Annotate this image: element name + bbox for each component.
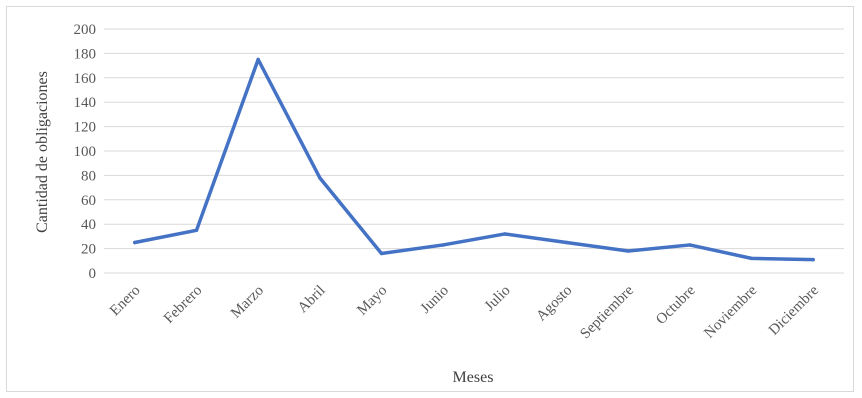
x-tick-label: Enero [107,283,144,320]
x-tick-label: Abril [295,283,329,317]
data-point [564,240,569,245]
x-axis-title: Meses [453,369,494,386]
y-axis-title: Cantidad de obligaciones [34,71,51,233]
x-tick-labels: Enero Febrero Marzo Abril Mayo Junio Julio Agos… [107,282,822,342]
x-tick-label: Julio [482,283,514,315]
y-tick-label: 20 [81,242,96,258]
x-tick-label: Marzo [228,283,267,322]
x-tick-label: Agosto [533,283,575,325]
y-tick-label: 0 [89,266,97,282]
x-tick-label: Octubre [653,282,699,328]
y-tick-label: 120 [74,120,97,136]
data-point [194,228,199,233]
data-point [441,243,445,247]
data-point [133,240,137,245]
data-point [256,57,260,62]
data-point [503,232,507,236]
y-tick-labels: 0 20 40 60 80 100 120 140 160 180 200 [74,22,97,282]
series-line [133,57,815,262]
y-tick-label: 140 [74,95,97,111]
y-tick-label: 100 [74,144,97,160]
gridlines [104,28,844,274]
x-tick-label: Septiembre [577,282,637,342]
series-layer [133,57,815,262]
data-point [379,251,384,256]
x-tick-label: Junio [418,283,452,317]
data-point [749,256,754,261]
x-tick-label: Noviembre [701,282,760,341]
data-point [688,243,692,247]
x-tick-label: Diciembre [766,282,822,338]
data-point [318,176,322,180]
x-tick-label: Febrero [161,283,205,327]
y-tick-label: 160 [74,71,97,87]
y-tick-label: 60 [81,193,96,209]
y-tick-label: 200 [74,22,97,38]
y-tick-label: 80 [81,168,96,184]
data-point [626,249,630,253]
data-point [811,257,815,262]
y-tick-label: 180 [74,46,97,62]
y-tick-label: 40 [81,217,96,233]
x-tick-label: Mayo [354,283,390,319]
chart-frame [6,6,854,392]
